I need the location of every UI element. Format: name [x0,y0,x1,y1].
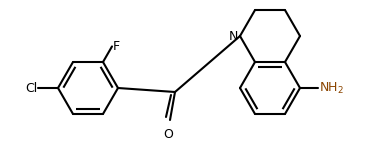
Text: NH$_2$: NH$_2$ [319,80,344,96]
Text: O: O [163,128,173,141]
Text: F: F [113,40,120,53]
Text: N: N [229,30,238,43]
Text: Cl: Cl [25,81,37,94]
